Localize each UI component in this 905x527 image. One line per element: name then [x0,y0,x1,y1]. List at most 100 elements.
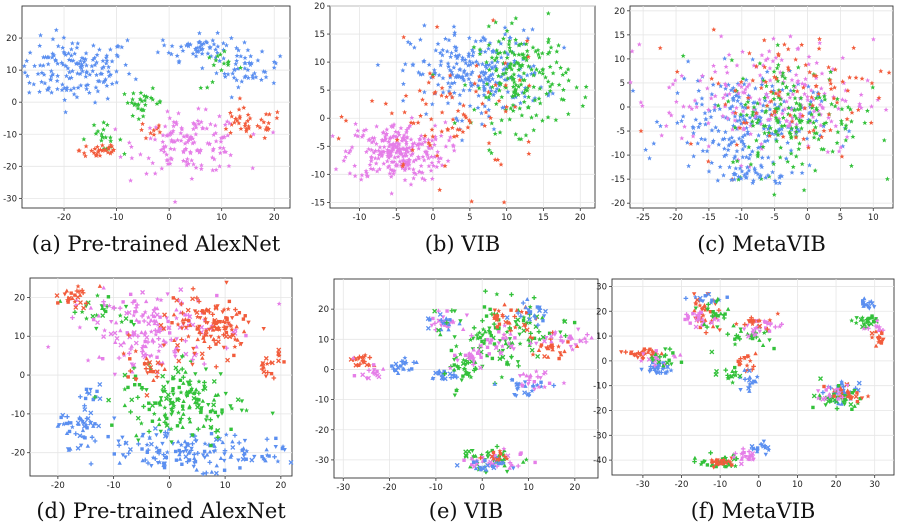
plot-frame [611,278,895,476]
data-point-green [202,384,207,389]
data-point-pink [568,334,572,338]
data-point-red [550,347,555,352]
y-tick-label: 10 [614,55,625,65]
data-point-green [706,302,711,307]
data-point-green [147,407,151,412]
data-point-pink [521,371,526,376]
data-point-pink [194,344,199,349]
data-point-blue [147,435,152,440]
data-point-pink [121,300,125,304]
data-point-blue [454,462,460,468]
data-point-red [822,384,826,389]
data-point-blue [127,447,133,452]
data-point-green [192,391,196,396]
subplot-4: -20 -10 0 10 20 -20 -10 0 10 20 (d) Pre-trained Al… [11,277,294,523]
data-point-green [649,355,655,361]
data-point-green [134,433,139,438]
data-point-green [184,389,189,394]
y-tick-label: -20 [611,199,625,209]
data-point-green [547,331,552,336]
data-point-green [529,347,535,353]
data-point-pink [152,321,157,326]
data-point-pink [366,375,372,381]
data-point-pink [747,457,751,462]
data-point-blue [64,430,70,435]
data-point-pink [738,461,744,467]
data-point-red [229,316,235,321]
data-point-green [195,426,201,432]
data-point-red [200,309,205,313]
data-point-pink [528,341,533,346]
data-point-red [70,296,75,301]
data-point-red [271,375,277,381]
data-point-blue [91,397,95,402]
data-point-green [203,367,209,372]
data-point-pink [820,396,826,402]
data-point-green [702,321,707,326]
data-point-red [190,286,196,292]
data-point-red [742,322,748,327]
data-point-red [144,356,149,361]
data-point-green [190,433,195,437]
data-point-pink [128,292,133,297]
x-tick-label: -5 [392,213,400,223]
data-point-blue [66,420,71,426]
data-point-pink [746,449,752,454]
data-point-blue [274,436,278,441]
data-point-pink [164,316,170,321]
data-point-red [220,310,225,315]
grid-lines [22,6,290,208]
data-point-pink [463,353,468,358]
data-point-green [828,399,833,403]
data-point-green [497,454,502,458]
data-point-blue [240,456,246,462]
data-point-green [187,405,192,410]
data-point-green [705,463,710,467]
y-tick-label: -10 [11,410,25,420]
data-point-pink [534,341,539,346]
data-point-blue [191,464,196,469]
data-point-pink [526,382,531,387]
data-point-green [500,354,506,360]
data-point-blue [126,450,131,456]
data-point-pink [174,307,179,312]
subplot-caption: (f) MetaVIB [691,499,816,523]
y-tick-label: -20 [11,449,25,459]
data-point-pink [691,311,695,316]
subplot-caption: (a) Pre-trained AlexNet [32,232,281,256]
data-point-blue [252,454,257,459]
data-point-blue [515,387,520,392]
data-point-green [175,397,180,402]
data-point-blue [861,303,866,308]
data-point-green [757,337,762,342]
data-point-pink [168,337,174,343]
data-point-green [866,323,872,328]
data-point-blue [537,308,542,314]
data-point-red [154,369,160,375]
data-point-green [180,425,185,430]
data-point-green [173,365,179,371]
data-point-red [276,358,281,364]
data-point-pink [779,321,784,327]
x-tick-label: -10 [110,213,124,223]
data-point-blue [282,447,287,452]
data-point-green [432,308,438,314]
data-point-blue [85,426,89,430]
data-point-pink [157,329,163,334]
data-point-pink [560,339,565,344]
data-point-green [721,315,727,321]
data-point-red [191,346,196,351]
x-tick-label: 0 [756,480,761,490]
data-point-green [716,314,720,318]
data-point-pink [678,352,683,357]
data-point-green [509,354,514,359]
data-point-blue [700,299,706,304]
data-point-pink [158,315,162,319]
data-point-green [730,368,735,373]
data-point-red [642,347,647,351]
data-point-red [512,314,517,319]
data-point-pink [501,336,505,341]
data-point-green [723,312,727,316]
data-point-red [183,325,189,330]
data-point-blue [428,318,432,322]
